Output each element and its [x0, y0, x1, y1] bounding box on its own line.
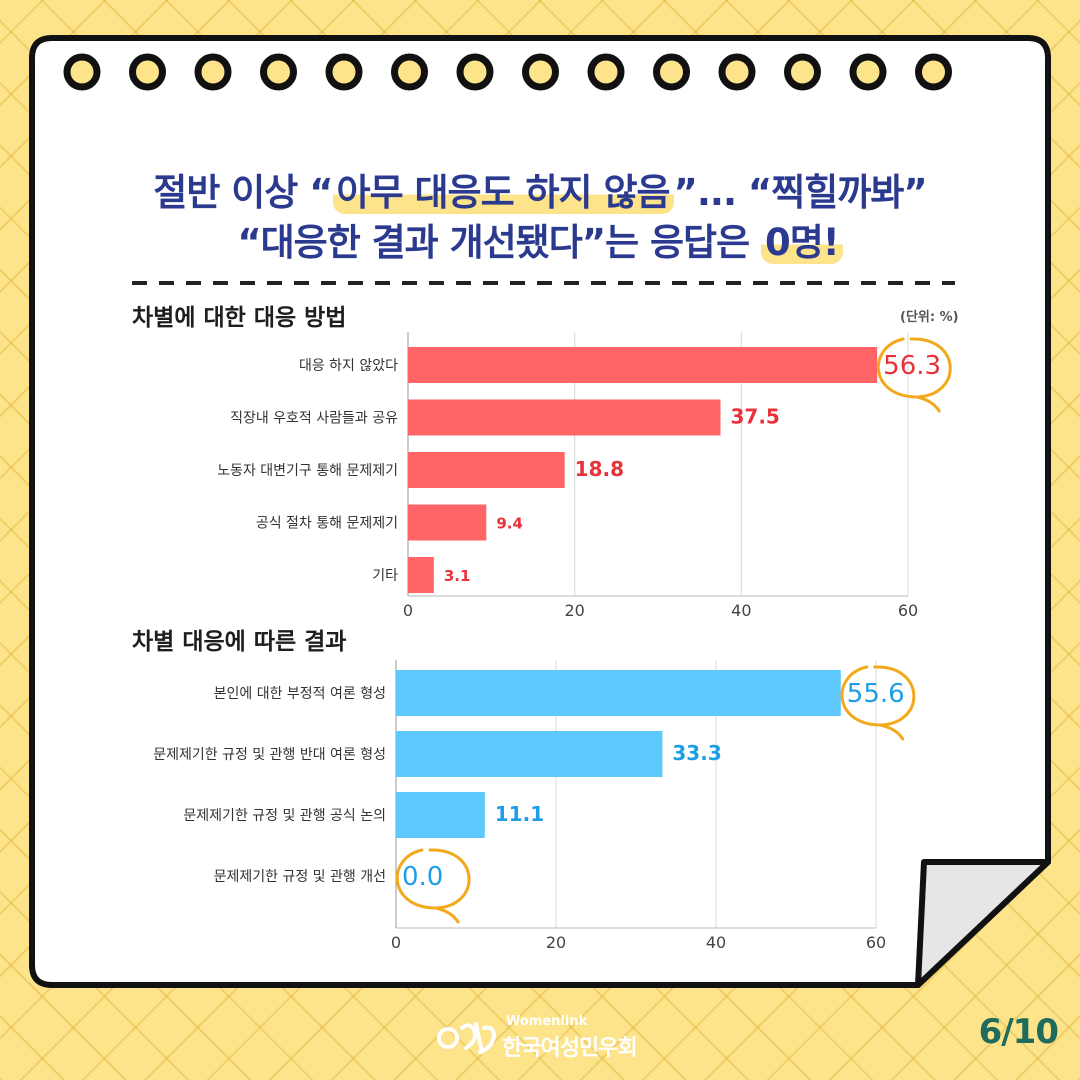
- spiral-rings: [63, 53, 952, 91]
- spiral-ring-icon: [653, 53, 690, 91]
- logo-english: Womenlink: [506, 1014, 588, 1029]
- spiral-ring-icon: [63, 53, 101, 91]
- title-line-2: “대응한 결과 개선됐다”는 응답은 0명!: [0, 212, 1080, 266]
- title-highlight-2: 0명!: [761, 221, 843, 264]
- title-line-1: 절반 이상 “아무 대응도 하지 않음”... “찍힐까봐”: [0, 162, 1080, 216]
- spiral-ring-icon: [325, 53, 363, 91]
- spiral-ring-icon: [522, 53, 559, 91]
- page-curl: [915, 859, 1051, 988]
- notebook-card: [29, 35, 1051, 988]
- spiral-ring-icon: [784, 53, 821, 91]
- unit-label: (단위: %): [900, 310, 959, 325]
- spiral-ring-icon: [260, 53, 297, 91]
- spiral-ring-icon: [718, 53, 756, 91]
- spiral-ring-icon: [194, 53, 232, 91]
- spiral-ring-icon: [587, 53, 625, 91]
- page-counter: 6/10: [978, 1012, 1059, 1052]
- womenlink-logo-icon: [437, 1022, 497, 1054]
- chart2-title: 차별 대응에 따른 결과: [132, 629, 347, 655]
- spiral-ring-icon: [456, 53, 494, 91]
- spiral-ring-icon: [391, 53, 428, 91]
- spiral-ring-icon: [129, 53, 166, 91]
- logo-korean: 한국여성민우회: [502, 1036, 638, 1061]
- spiral-ring-icon: [849, 53, 887, 91]
- title-line2-part-a: “대응한 결과 개선됐다”는 응답은: [237, 221, 761, 264]
- title-line1-part-a: 절반 이상 “: [153, 171, 333, 214]
- title-highlight-1: 아무 대응도 하지 않음: [332, 171, 674, 214]
- chart1-title: 차별에 대한 대응 방법: [132, 305, 347, 331]
- spiral-ring-icon: [915, 53, 952, 91]
- title-line1-part-b: ”... “찍힐까봐”: [673, 171, 928, 214]
